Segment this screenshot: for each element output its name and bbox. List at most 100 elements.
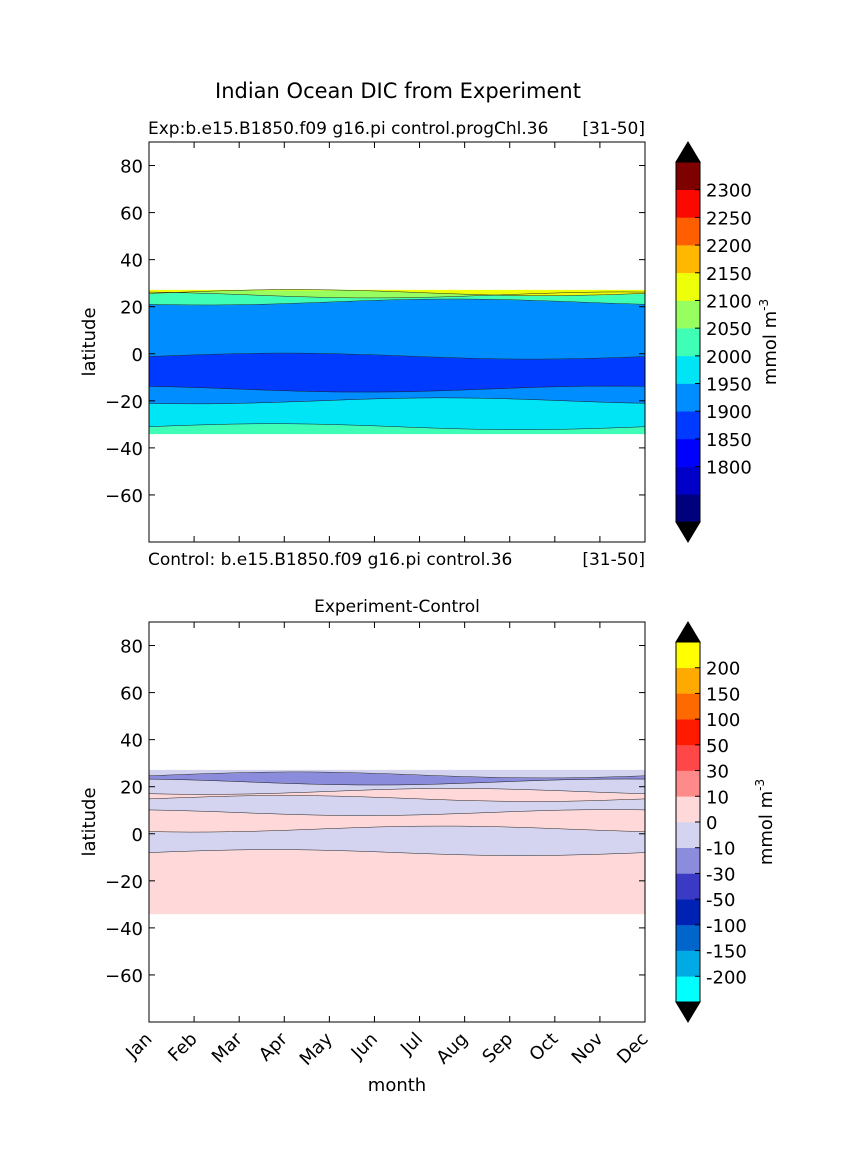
colorbar-swatch <box>676 744 700 771</box>
control-label: Control: b.e15.B1850.f09 g16.pi control.… <box>148 550 512 570</box>
y-tick-label: −60 <box>105 486 143 507</box>
x-tick-label: Oct <box>525 1029 562 1066</box>
y-tick-label: 80 <box>120 637 143 658</box>
x-tick-label: Dec <box>613 1029 652 1068</box>
y-tick-label: 40 <box>120 251 143 272</box>
bottom-panel-title: Experiment-Control <box>314 597 480 617</box>
colorbar-swatch <box>676 411 700 440</box>
bottom-panel-contour-lines <box>149 771 645 856</box>
figure-title: Indian Ocean DIC from Experiment <box>215 79 581 103</box>
x-tick-label: Mar <box>208 1028 247 1067</box>
y-tick-label: −40 <box>105 439 143 460</box>
top-panel-axes: 80 60 40 20 0 −20 −40 −60 <box>105 142 646 542</box>
colorbar-tick-label: -30 <box>706 864 735 885</box>
colorbar-tick-label: 2000 <box>706 347 752 368</box>
colorbar-tick-label: 2150 <box>706 264 752 285</box>
colorbar-swatch <box>676 719 700 746</box>
y-tick-label: 40 <box>120 731 143 752</box>
bottom-panel-xlabel: month <box>368 1075 426 1096</box>
colorbar-swatch <box>676 796 700 823</box>
x-tick-label: Jan <box>121 1029 156 1064</box>
colorbar-tick-label: -100 <box>706 916 747 937</box>
y-tick-label: 20 <box>120 778 143 799</box>
control-period: [31-50] <box>582 550 645 570</box>
contour-line <box>149 291 645 299</box>
colorbar-swatch <box>676 466 700 495</box>
colorbar-swatch <box>676 770 700 797</box>
colorbar-swatch <box>676 189 700 218</box>
colorbar-swatch <box>676 438 700 467</box>
colorbar-tick-label: 150 <box>706 684 740 705</box>
colorbar-tick-label: -50 <box>706 890 735 911</box>
colorbar-swatch <box>676 355 700 384</box>
x-tick-label: Apr <box>255 1028 292 1065</box>
colorbar-swatch <box>676 847 700 874</box>
contour-line <box>149 849 645 856</box>
colorbar-label: mmol m-3 <box>753 779 777 865</box>
y-tick-label: 60 <box>120 204 143 225</box>
y-tick-label: 80 <box>120 157 143 178</box>
colorbar-under-arrow <box>675 521 701 543</box>
x-tick-label: Sep <box>478 1029 517 1068</box>
colorbar-swatch <box>676 899 700 926</box>
top-panel: Exp:b.e15.B1850.f09 g16.pi control.progC… <box>79 119 781 570</box>
x-tick-label: Nov <box>568 1028 608 1068</box>
x-tick-label: Jul <box>396 1029 427 1060</box>
x-tick-label: May <box>296 1028 337 1069</box>
colorbar-swatch <box>676 383 700 412</box>
top-colorbar: 2300 2250 2200 2150 2100 2050 2000 1950 1900 1850… <box>675 141 781 543</box>
colorbar-tick-label: 30 <box>706 762 729 783</box>
top-panel-period: [31-50] <box>582 119 645 139</box>
colorbar-swatch <box>676 217 700 246</box>
colorbar-swatch <box>676 328 700 357</box>
colorbar-tick-label: 2100 <box>706 291 752 312</box>
contour-line <box>149 423 645 430</box>
top-panel-ylabel: latitude <box>79 307 100 376</box>
top-panel-title: Exp:b.e15.B1850.f09 g16.pi control.progC… <box>148 119 548 139</box>
contour-line <box>149 795 645 802</box>
y-tick-label: −40 <box>105 919 143 940</box>
colorbar-tick-label: 1800 <box>706 458 752 479</box>
y-tick-label: −20 <box>105 392 143 413</box>
colorbar-tick-label: 2200 <box>706 236 752 257</box>
x-tick-label: Feb <box>164 1029 201 1066</box>
contour-line <box>149 298 645 306</box>
contour-line <box>149 397 645 405</box>
contour-line <box>149 385 645 393</box>
bottom-panel-ylabel: latitude <box>79 787 100 856</box>
colorbar-tick-label: -150 <box>706 942 747 963</box>
contour-line <box>149 778 645 786</box>
colorbar-tick-label: 2300 <box>706 181 752 202</box>
colorbar-swatch <box>676 950 700 977</box>
colorbar-tick-label: 1950 <box>706 375 752 396</box>
colorbar-tick-label: 100 <box>706 710 740 731</box>
colorbar-label: mmol m-3 <box>757 299 781 385</box>
colorbar-tick-label: 0 <box>706 813 717 834</box>
x-tick-label: Aug <box>432 1029 472 1069</box>
bottom-panel-contours <box>149 769 645 915</box>
x-tick-label: Jun <box>347 1029 382 1064</box>
colorbar-swatch <box>676 924 700 951</box>
contour-line <box>149 771 645 779</box>
y-tick-label: −20 <box>105 872 143 893</box>
contour-band <box>149 849 645 915</box>
colorbar-swatch <box>676 693 700 720</box>
colorbar-swatch <box>676 162 700 190</box>
y-tick-label: −60 <box>105 966 143 987</box>
colorbar-swatch <box>676 494 700 523</box>
colorbar-swatch <box>676 822 700 849</box>
contour-line <box>149 825 645 833</box>
colorbar-tick-label: -200 <box>706 967 747 988</box>
y-tick-label: 0 <box>132 825 143 846</box>
colorbar-frame <box>675 161 701 523</box>
y-tick-label: 60 <box>120 684 143 705</box>
top-panel-contour-lines <box>149 289 645 430</box>
colorbar-swatch <box>676 873 700 900</box>
colorbar-tick-label: 2050 <box>706 319 752 340</box>
colorbar-swatch <box>676 272 700 301</box>
colorbar-tick-label: 200 <box>706 659 740 680</box>
colorbar-tick-label: 10 <box>706 787 729 808</box>
contour-line <box>149 809 645 816</box>
contour-line <box>149 289 645 296</box>
